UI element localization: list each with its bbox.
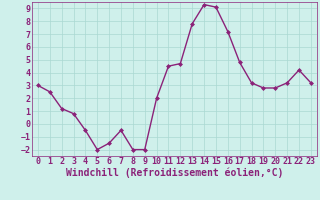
X-axis label: Windchill (Refroidissement éolien,°C): Windchill (Refroidissement éolien,°C) (66, 168, 283, 178)
